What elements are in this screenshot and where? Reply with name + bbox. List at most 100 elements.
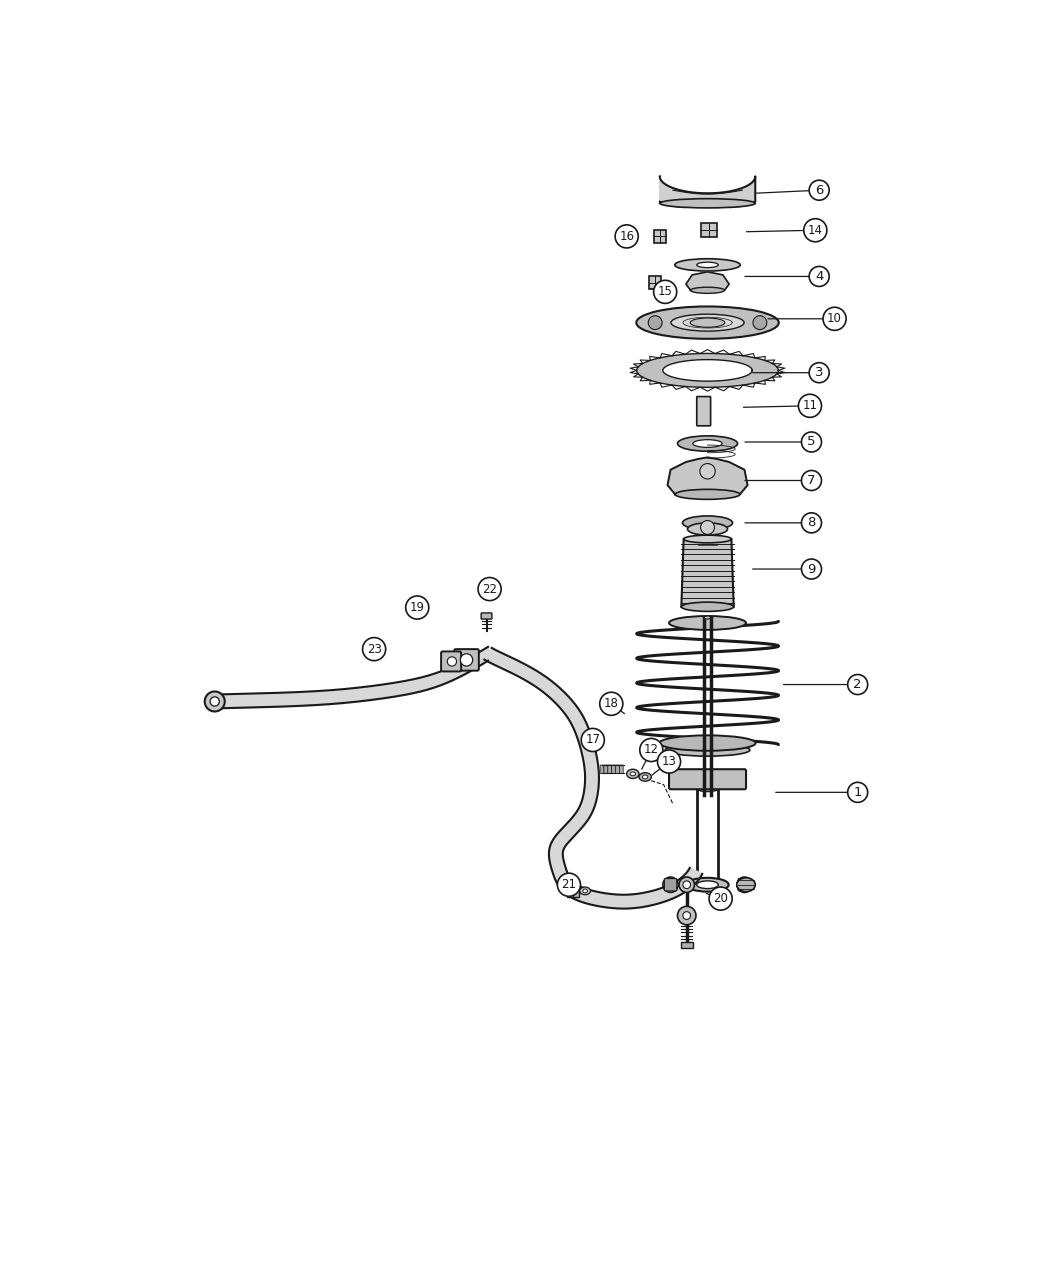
Circle shape (682, 912, 691, 919)
Text: 23: 23 (366, 642, 381, 655)
Ellipse shape (697, 785, 718, 792)
Ellipse shape (643, 775, 648, 779)
FancyBboxPatch shape (653, 230, 666, 243)
Text: 6: 6 (815, 184, 823, 197)
FancyBboxPatch shape (649, 276, 662, 289)
Text: 18: 18 (604, 697, 618, 710)
FancyBboxPatch shape (608, 765, 612, 774)
Circle shape (405, 596, 428, 619)
Ellipse shape (659, 736, 756, 751)
Circle shape (478, 577, 501, 600)
Text: 4: 4 (815, 269, 823, 283)
FancyBboxPatch shape (567, 885, 579, 896)
Text: 21: 21 (562, 879, 576, 891)
Circle shape (801, 559, 821, 578)
Circle shape (663, 877, 678, 893)
Circle shape (648, 315, 663, 329)
FancyBboxPatch shape (680, 941, 693, 948)
Ellipse shape (636, 306, 779, 338)
Text: 20: 20 (713, 893, 728, 905)
Ellipse shape (630, 771, 635, 776)
Ellipse shape (663, 360, 752, 381)
Ellipse shape (681, 603, 734, 612)
Polygon shape (681, 539, 734, 607)
Ellipse shape (737, 877, 755, 891)
Circle shape (677, 907, 696, 925)
Circle shape (810, 267, 830, 286)
Circle shape (639, 738, 663, 761)
Text: 7: 7 (807, 474, 816, 487)
Ellipse shape (671, 776, 744, 787)
FancyBboxPatch shape (615, 765, 620, 774)
Ellipse shape (688, 522, 728, 535)
Circle shape (682, 881, 691, 889)
Ellipse shape (705, 616, 711, 619)
Ellipse shape (666, 743, 750, 756)
Circle shape (847, 783, 867, 802)
Text: 8: 8 (807, 516, 816, 530)
FancyBboxPatch shape (701, 223, 717, 238)
Text: 12: 12 (644, 743, 658, 756)
Circle shape (699, 464, 715, 479)
Circle shape (460, 654, 472, 667)
Circle shape (709, 888, 732, 911)
Ellipse shape (636, 354, 778, 387)
Circle shape (847, 674, 867, 695)
FancyBboxPatch shape (604, 765, 608, 774)
FancyBboxPatch shape (738, 879, 751, 891)
FancyBboxPatch shape (481, 613, 491, 619)
Circle shape (558, 873, 581, 896)
FancyBboxPatch shape (620, 765, 624, 774)
Text: 22: 22 (482, 582, 497, 595)
Text: 1: 1 (854, 785, 862, 799)
FancyBboxPatch shape (612, 765, 615, 774)
Circle shape (753, 315, 766, 329)
Ellipse shape (675, 259, 740, 271)
Circle shape (657, 750, 680, 773)
Ellipse shape (671, 314, 744, 331)
Text: 14: 14 (807, 223, 823, 236)
FancyBboxPatch shape (669, 769, 746, 789)
Ellipse shape (677, 435, 737, 451)
Polygon shape (484, 647, 702, 909)
Circle shape (679, 877, 694, 893)
Ellipse shape (659, 199, 755, 208)
Circle shape (810, 180, 830, 200)
Ellipse shape (690, 318, 724, 327)
Text: 2: 2 (854, 678, 862, 691)
Polygon shape (686, 272, 729, 290)
Circle shape (210, 697, 219, 706)
Circle shape (801, 432, 821, 452)
Text: 17: 17 (585, 733, 601, 747)
Ellipse shape (682, 516, 733, 530)
Text: 13: 13 (662, 755, 676, 767)
Text: 19: 19 (410, 601, 425, 614)
FancyBboxPatch shape (455, 649, 479, 670)
Ellipse shape (669, 616, 746, 630)
Ellipse shape (693, 439, 722, 447)
Polygon shape (659, 176, 755, 207)
Circle shape (582, 728, 605, 752)
Circle shape (600, 692, 623, 715)
Circle shape (801, 470, 821, 490)
FancyBboxPatch shape (601, 765, 604, 774)
Circle shape (653, 280, 677, 304)
Ellipse shape (580, 888, 590, 895)
Circle shape (801, 513, 821, 533)
Ellipse shape (687, 877, 729, 891)
Polygon shape (668, 457, 748, 494)
Circle shape (447, 656, 457, 667)
Text: 11: 11 (802, 400, 818, 412)
Text: 3: 3 (815, 366, 823, 379)
Circle shape (205, 691, 225, 711)
Circle shape (615, 225, 638, 248)
Circle shape (823, 308, 846, 331)
Circle shape (798, 395, 821, 418)
FancyBboxPatch shape (441, 651, 461, 672)
Ellipse shape (684, 535, 732, 543)
Text: 15: 15 (657, 285, 673, 299)
Ellipse shape (697, 262, 718, 268)
Ellipse shape (691, 287, 724, 294)
Text: 9: 9 (807, 563, 816, 576)
Circle shape (700, 521, 714, 534)
